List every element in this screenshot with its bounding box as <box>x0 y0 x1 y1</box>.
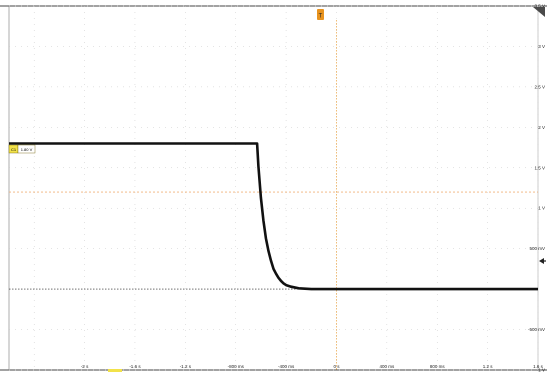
x-axis-tick-label: -2 s <box>81 364 89 369</box>
x-axis-tick-label: 1.6 s <box>533 364 544 369</box>
channel-level-readout: 1.80 V <box>21 147 33 152</box>
x-axis-tick-label: -800 ms <box>228 364 245 369</box>
x-axis-tick-label: -1.6 s <box>129 364 141 369</box>
trigger-t-icon[interactable]: T <box>317 9 324 20</box>
y-axis-tick-label: 2.5 V <box>534 84 545 89</box>
corner-triangle-icon <box>533 7 545 17</box>
y-axis-tick-label: -1 V <box>537 368 545 373</box>
y-axis-labels: 3.5 V 3 V 2.5 V 2 V 1.5 V 1 V 500 mV -500 mV -1 … <box>528 4 545 373</box>
x-axis-tick-label: 400 ms <box>379 364 395 369</box>
channel-1-waveform-trace <box>9 142 538 291</box>
y-axis-tick-label: 1.5 V <box>534 165 545 170</box>
x-axis-labels: -2 s -1.6 s -1.2 s -800 ms -400 ms 0 s 400 ms 8… <box>81 364 544 369</box>
y-axis-tick-label: -500 mV <box>528 327 545 332</box>
x-axis-tick-label: 1.2 s <box>483 364 494 369</box>
x-axis-tick-label: -1.2 s <box>180 364 192 369</box>
graticule-grid <box>9 5 539 371</box>
x-axis-tick-label: 0 s <box>333 364 340 369</box>
y-axis-tick-label: 500 mV <box>529 246 545 251</box>
y-axis-tick-label: 3.5 V <box>534 4 545 9</box>
y-axis-tick-label: 2 V <box>538 125 545 130</box>
channel-id-label: C1 <box>11 147 17 152</box>
y-axis-tick-label: 1 V <box>538 206 545 211</box>
y-axis-tick-label: 3 V <box>538 44 545 49</box>
horizontal-position-marker[interactable] <box>108 369 122 372</box>
x-axis-tick-label: -400 ms <box>278 364 295 369</box>
channel-tag-icon[interactable]: C1 1.80 V <box>8 144 36 154</box>
x-axis-tick-label: 800 ms <box>430 364 446 369</box>
left-arrow-icon[interactable] <box>539 258 546 264</box>
trigger-marker-label: T <box>319 14 323 20</box>
